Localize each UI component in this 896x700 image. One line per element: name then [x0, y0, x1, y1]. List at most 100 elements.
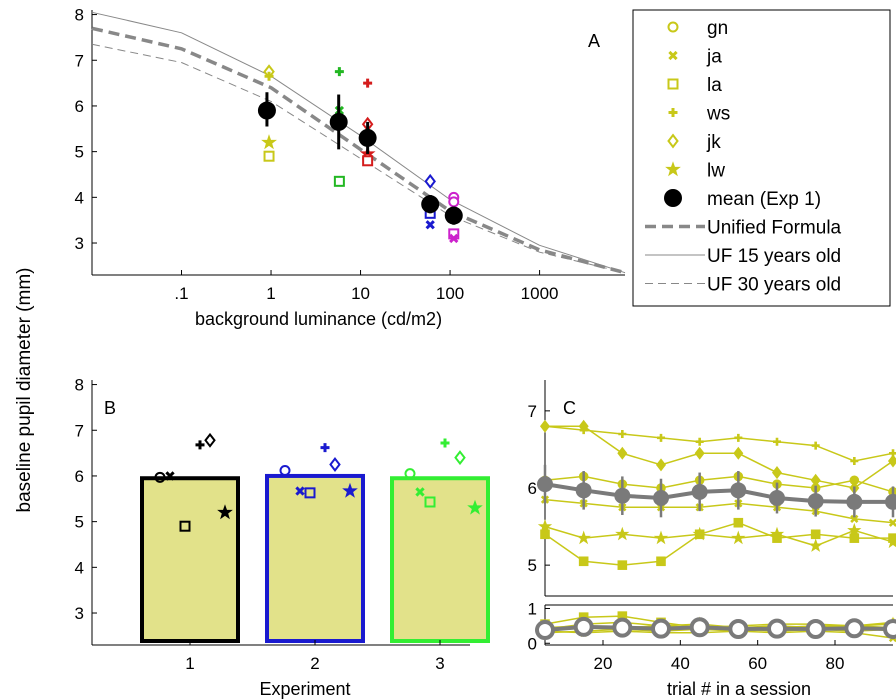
panel-b-bar	[265, 473, 365, 643]
panel-c-upper-series-line	[544, 525, 894, 547]
panel-a-legend-label: mean (Exp 1)	[707, 189, 821, 210]
panel-b-observer-point	[415, 487, 425, 497]
panel-c-lower-mean-point	[767, 618, 787, 639]
panel-c-lower-ytick-label: 1	[528, 599, 537, 618]
panel-c-upper-mean-point	[575, 482, 592, 499]
panel-c-upper-ytick-label: 5	[528, 556, 537, 575]
panel-c-upper-series-line	[544, 425, 894, 462]
panel-a-legend-label: UF 15 years old	[707, 246, 841, 267]
panel-c-upper-series-point	[810, 529, 821, 540]
panel-c-upper-series-point	[847, 522, 862, 537]
panel-b-xlabel: Experiment	[259, 679, 350, 699]
panel-c-upper-series-point	[734, 433, 743, 442]
panel-c-upper-series-point	[576, 530, 591, 545]
panel-c-upper-series-point	[617, 446, 628, 460]
panel-c-upper-series-point	[657, 433, 665, 442]
panel-a-legend-label: ws	[706, 104, 730, 125]
panel-c-upper-series-point	[808, 538, 823, 552]
panel-c-upper-mean-point	[807, 493, 824, 510]
panel-a-observer-point	[363, 78, 373, 88]
panel-a-mean-point	[257, 101, 276, 120]
panel-a-observer-point	[448, 196, 460, 208]
panel-c-upper-series-line	[544, 521, 893, 566]
panel-a-legend-marker	[665, 161, 681, 177]
panel-c-upper-ytick-label: 7	[528, 402, 537, 421]
panel-b-observer-point	[320, 443, 330, 453]
panel-a-ytick-label: 7	[75, 51, 84, 70]
panel-c-upper-series-point	[771, 466, 783, 480]
panel-c-upper-series-point	[653, 530, 669, 545]
panel-b-observer-point	[454, 450, 466, 466]
panel-b: 3 4 5 6 7 8 B 1 2 3 Experiment	[75, 376, 490, 699]
panel-c-upper-series-point	[615, 526, 630, 541]
panel-a-observer-point	[425, 220, 435, 230]
panel-a-ytick-label: 3	[75, 234, 84, 253]
panel-a-xtick-label: 10	[351, 284, 370, 303]
panel-a-legend-marker	[668, 50, 678, 61]
panel-c-letter: C	[563, 398, 576, 418]
panel-a-ytick-label: 8	[75, 6, 84, 25]
panel-b-observer-point	[404, 468, 416, 480]
panel-a-curve-dashed-thick	[91, 26, 626, 275]
panel-c-lower-mean-point	[612, 617, 633, 638]
panel-b-bar	[140, 476, 240, 643]
panel-b-bar	[390, 476, 490, 643]
panel-a-xtick-label: 1000	[521, 284, 559, 303]
panel-a-observer-point	[333, 175, 345, 187]
panel-a-xlabel: background luminance (cd/m2)	[195, 309, 442, 329]
panel-c-upper-series-point	[694, 446, 705, 460]
panel-c-lower-ytick-label: 0	[528, 634, 537, 653]
panel-b-observer-point	[440, 438, 450, 448]
panel-a-legend-marker	[664, 189, 682, 207]
panel-c-upper-ytick-label: 6	[528, 479, 537, 498]
panel-a-legend-marker	[667, 133, 679, 149]
panel-c-upper-series-point	[695, 437, 704, 446]
panel-b-ytick-label: 7	[75, 421, 84, 440]
panel-c-upper-mean-point	[614, 487, 631, 504]
panel-a-observer-point	[264, 71, 274, 81]
panel-c-upper-series-point	[733, 517, 744, 528]
panel-b-observer-point	[165, 471, 175, 481]
panel-a-mean-point	[444, 206, 463, 225]
panel-c-upper-mean-point	[885, 493, 896, 510]
panel-b-observer-point	[279, 464, 291, 476]
panel-a-legend-label: gn	[707, 18, 728, 39]
panel-a-observer-point	[424, 173, 436, 189]
panel-c-lower-mean-point	[883, 619, 896, 639]
panel-c-lower-mean-point	[651, 618, 671, 639]
panel-c-xtick-label: 20	[594, 654, 613, 673]
panel-a-observer-point	[263, 150, 275, 162]
panel-b-observer-point	[329, 457, 341, 473]
panel-c: C 5 6 7 0 1 20 40 60 80 trial # in a session	[528, 380, 896, 699]
panel-b-xtick-label: 1	[185, 654, 194, 673]
panel-a-legend-label: lw	[707, 161, 725, 182]
panel-b-ytick-label: 6	[75, 467, 84, 486]
panel-b-xtick-label: 2	[310, 654, 319, 673]
panel-a-xtick-label: 1	[266, 284, 275, 303]
panel-b-observer-point	[304, 487, 316, 499]
panel-c-xtick-label: 40	[671, 654, 690, 673]
panel-c-upper-series-point	[850, 514, 859, 523]
panel-c-upper-series-point	[772, 533, 782, 543]
panel-c-lower-series-line	[544, 630, 894, 639]
panel-a-curve-dashed-thin	[91, 43, 626, 274]
panel-c-upper-series-point	[618, 430, 627, 438]
panel-a-observer-point	[261, 134, 277, 150]
panel-a-letter: A	[588, 31, 600, 51]
panel-c-lower-mean-point	[728, 619, 749, 639]
panel-c-lower-mean-line	[544, 624, 894, 632]
panel-a-legend-label: jk	[706, 132, 721, 153]
panel-b-xtick-label: 3	[435, 654, 444, 673]
panel-c-upper-series-point	[733, 446, 744, 460]
panel-a-mean-point	[358, 128, 377, 147]
panel-c-upper-series-point	[617, 560, 628, 570]
panel-c-upper-series-point	[537, 519, 553, 533]
panel-a-legend-marker	[667, 21, 679, 33]
panel-c-upper-series-point	[655, 458, 667, 472]
panel-c-upper-series-point	[579, 426, 588, 435]
panel-c-upper-series-point	[656, 556, 666, 567]
panel-a-ytick-label: 4	[75, 188, 84, 207]
panel-c-upper-series-point	[889, 449, 896, 458]
panel-a-legend-label: UF 30 years old	[707, 275, 841, 296]
